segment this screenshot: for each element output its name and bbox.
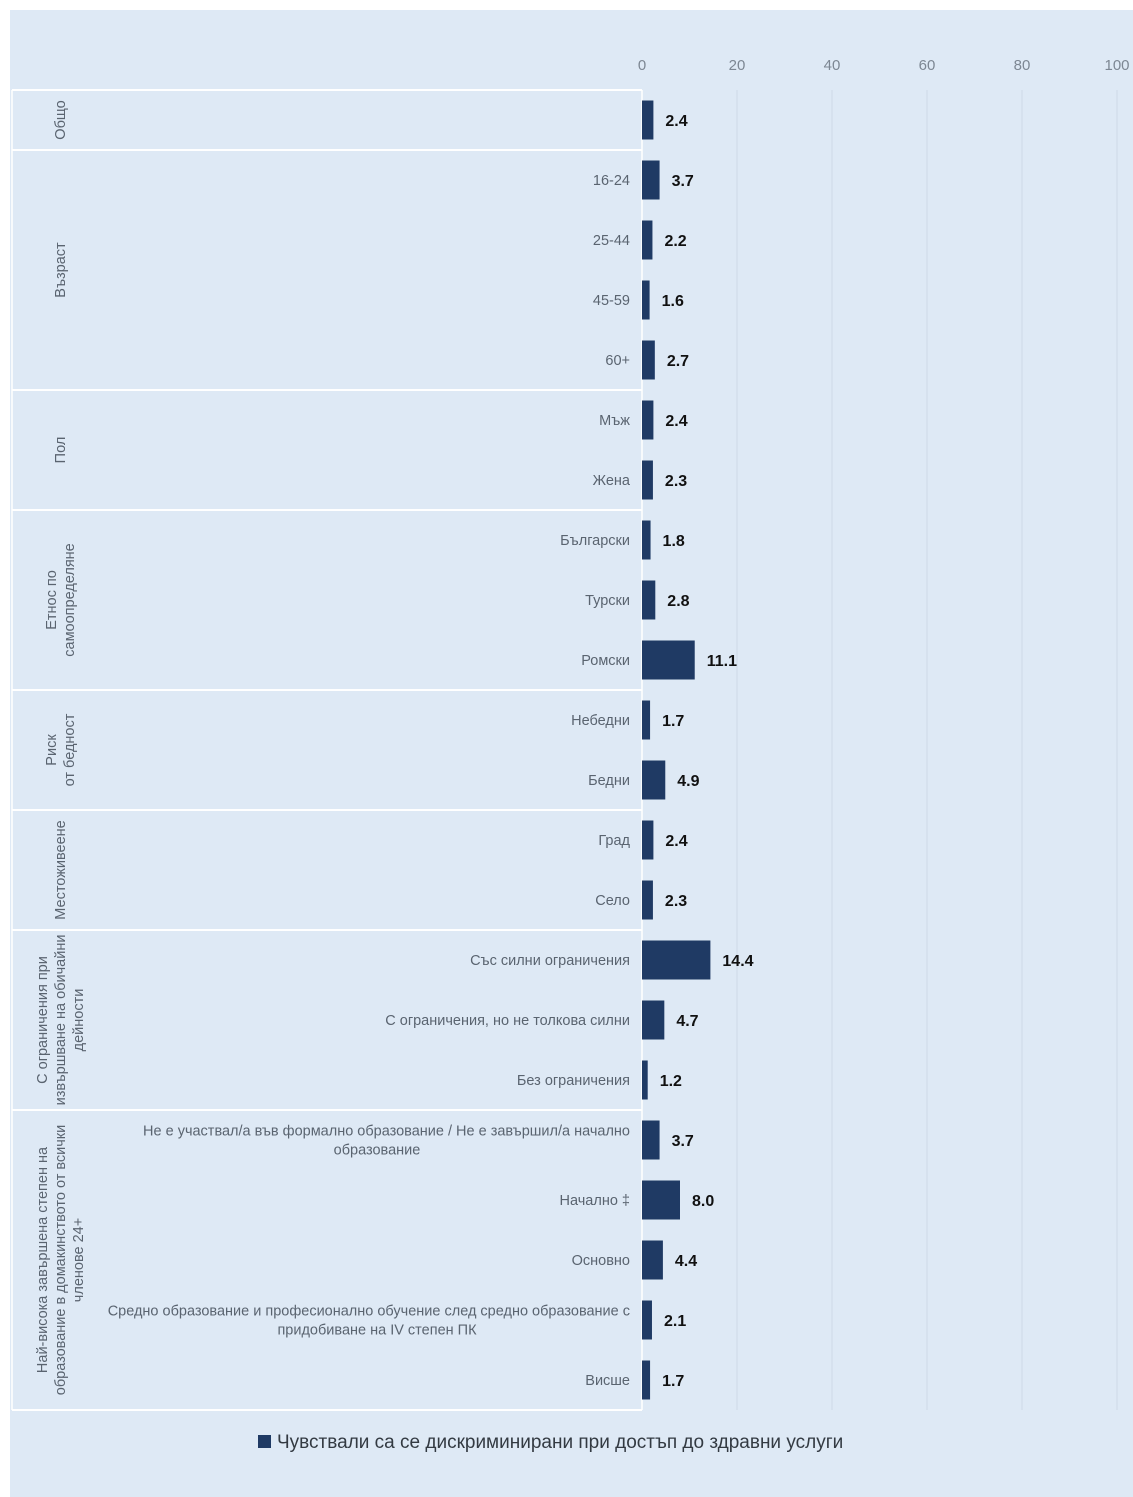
data-label: 2.4 (665, 833, 687, 850)
category-label: Турски (585, 593, 630, 609)
group-label-line: от бедност (62, 713, 78, 786)
bar (642, 400, 654, 440)
category-label: 25-44 (593, 233, 630, 249)
group-label-line: образование в домакинството от всички (53, 1125, 69, 1395)
category-label: Не е участвал/а във формално образование… (143, 1124, 630, 1140)
group-label: Етнос по самоопределяне (44, 543, 78, 657)
data-label: 11.1 (707, 653, 737, 670)
category-label: Със силни ограничения (470, 953, 630, 969)
bar (642, 220, 653, 260)
category-label: Средно образование и професионално обуче… (108, 1304, 630, 1320)
data-label: 1.7 (662, 1373, 684, 1390)
category-label: Град (598, 833, 630, 849)
data-label: 2.1 (664, 1313, 686, 1330)
data-label: 2.7 (667, 353, 689, 370)
group-label-line: Възраст (53, 242, 69, 298)
bar (642, 340, 655, 380)
group-label-line: С ограничения при (35, 956, 51, 1084)
category-label: Небедни (571, 713, 630, 729)
bar (642, 520, 651, 560)
category-label: С ограничения, но не толкова силни (385, 1013, 630, 1029)
x-tick-label: 20 (729, 57, 746, 74)
bar (642, 1240, 663, 1280)
data-label: 4.9 (677, 773, 699, 790)
bar (642, 1300, 652, 1340)
legend-label: Чувствали са се дискриминирани при достъ… (277, 1432, 843, 1453)
category-label: Начално ‡ (560, 1193, 630, 1209)
chart-panel: 0 20 40 60 80 100 2.4 Общо 16-24 3.7 25-44 2.2 45-59… (10, 10, 1133, 1497)
bar (642, 280, 650, 320)
bar (642, 580, 656, 620)
data-label: 2.4 (665, 113, 687, 130)
group-label: Най-висока завършена степен на образовани… (35, 1125, 87, 1395)
group-label-line: извършване на обичайни (53, 935, 69, 1106)
group-label: Възраст (53, 242, 69, 298)
x-tick-label: 60 (919, 57, 936, 74)
data-label: 1.7 (662, 713, 684, 730)
data-label: 3.7 (672, 1133, 694, 1150)
data-label: 2.4 (665, 413, 687, 430)
x-tick-label: 40 (824, 57, 841, 74)
group-label: С ограничения при извършване на обичайни д… (35, 935, 87, 1106)
group-label-line: дейности (71, 989, 87, 1052)
data-label: 1.8 (663, 533, 685, 550)
data-label: 2.2 (664, 233, 686, 250)
bar (642, 640, 695, 680)
category-label: Без ограничения (517, 1073, 630, 1089)
group-label-line: Най-висока завършена степен на (35, 1146, 51, 1373)
category-label: Жена (593, 473, 631, 489)
category-label: Бедни (588, 773, 630, 789)
bar (642, 1360, 651, 1400)
group-label-line: Пол (53, 437, 69, 464)
bar (642, 160, 660, 200)
data-label: 4.4 (675, 1253, 697, 1270)
group-label-line: самоопределяне (62, 543, 78, 657)
data-label: 14.4 (722, 953, 753, 970)
legend-swatch (258, 1435, 271, 1448)
bar (642, 1060, 648, 1100)
bar (642, 1180, 680, 1220)
bar (642, 880, 653, 920)
group-label-line: Местоживеене (53, 820, 69, 919)
bar (642, 460, 653, 500)
bar (642, 1120, 660, 1160)
category-label: Български (560, 533, 630, 549)
data-label: 2.3 (665, 893, 687, 910)
category-label: придобиване на IV степен ПК (277, 1323, 477, 1339)
category-label: 16-24 (593, 173, 630, 189)
bar (642, 100, 654, 140)
category-label: Основно (572, 1253, 630, 1269)
data-label: 1.6 (662, 293, 684, 310)
data-label: 2.3 (665, 473, 687, 490)
group-label: Общо (53, 100, 69, 139)
data-label: 3.7 (672, 173, 694, 190)
bar (642, 820, 654, 860)
category-label: Висше (585, 1373, 630, 1389)
bar (642, 940, 711, 980)
group-label-line: членове 24+ (71, 1218, 87, 1302)
bar-chart: 0 20 40 60 80 100 2.4 Общо 16-24 3.7 25-44 2.2 45-59… (11, 57, 1130, 1453)
group-label-line: Етнос по (44, 570, 60, 630)
group-label-line: Общо (53, 100, 69, 139)
category-label: 60+ (605, 353, 630, 369)
group-label: Местоживеене (53, 820, 69, 919)
group-label: Риск от бедност (44, 713, 78, 786)
data-label: 4.7 (676, 1013, 698, 1030)
bar (642, 700, 651, 740)
x-tick-label: 80 (1014, 57, 1031, 74)
group-label-line: Риск (44, 734, 60, 766)
category-label: Ромски (581, 653, 630, 669)
category-label: 45-59 (593, 293, 630, 309)
category-label: Мъж (599, 413, 630, 429)
x-tick-label: 0 (638, 57, 646, 74)
data-label: 1.2 (660, 1073, 682, 1090)
x-tick-label: 100 (1104, 57, 1129, 74)
data-label: 2.8 (667, 593, 689, 610)
data-label: 8.0 (692, 1193, 714, 1210)
bar (642, 760, 666, 800)
group-label: Пол (53, 437, 69, 464)
category-label: образование (334, 1143, 421, 1159)
category-label: Село (595, 893, 630, 909)
bar (642, 1000, 665, 1040)
